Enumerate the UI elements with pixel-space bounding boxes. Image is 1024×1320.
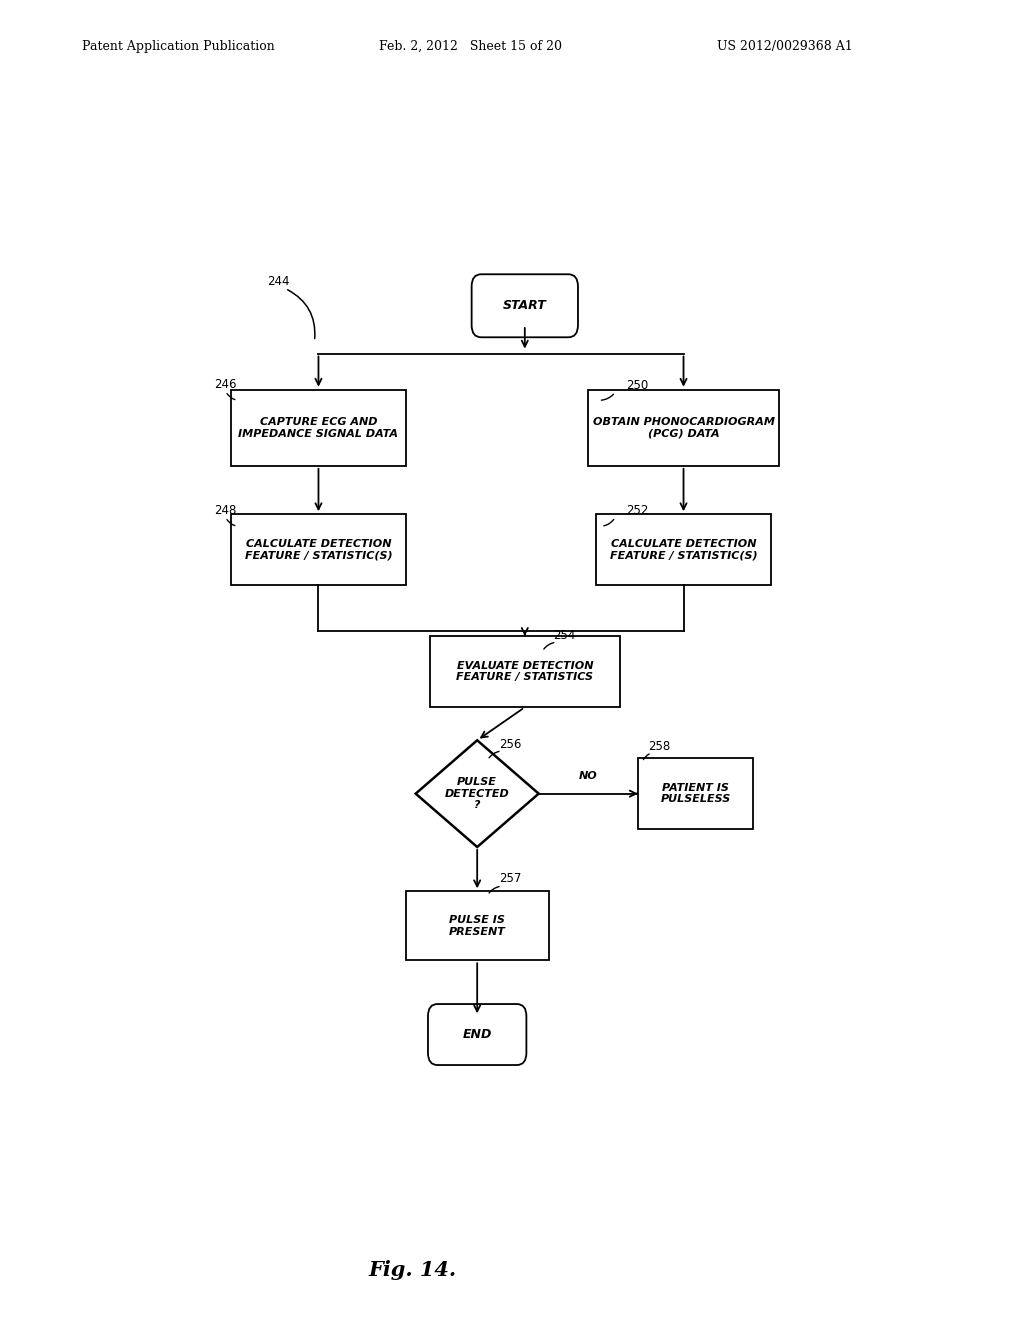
Text: PULSE
DETECTED
?: PULSE DETECTED ?: [444, 777, 510, 810]
Text: 256: 256: [500, 738, 522, 751]
Text: 252: 252: [627, 504, 649, 517]
Text: Fig. 14.: Fig. 14.: [369, 1261, 457, 1280]
Text: PATIENT IS
PULSELESS: PATIENT IS PULSELESS: [660, 783, 730, 804]
Text: 257: 257: [500, 873, 522, 886]
Text: NO: NO: [579, 771, 598, 781]
Polygon shape: [416, 741, 539, 847]
FancyBboxPatch shape: [428, 1005, 526, 1065]
Text: US 2012/0029368 A1: US 2012/0029368 A1: [717, 40, 853, 53]
Text: 246: 246: [214, 378, 237, 391]
Bar: [638, 758, 753, 829]
Text: 244: 244: [267, 276, 290, 289]
Text: END: END: [463, 1028, 492, 1041]
Text: CAPTURE ECG AND
IMPEDANCE SIGNAL DATA: CAPTURE ECG AND IMPEDANCE SIGNAL DATA: [239, 417, 398, 438]
Bar: [406, 891, 549, 961]
Text: 254: 254: [553, 630, 575, 642]
Text: OBTAIN PHONOCARDIOGRAM
(PCG) DATA: OBTAIN PHONOCARDIOGRAM (PCG) DATA: [593, 417, 774, 438]
Text: START: START: [503, 300, 547, 313]
FancyBboxPatch shape: [472, 275, 578, 338]
Bar: [430, 636, 621, 708]
Text: Feb. 2, 2012   Sheet 15 of 20: Feb. 2, 2012 Sheet 15 of 20: [379, 40, 562, 53]
Text: CALCULATE DETECTION
FEATURE / STATISTIC(S): CALCULATE DETECTION FEATURE / STATISTIC(…: [245, 539, 392, 561]
Text: 258: 258: [648, 741, 670, 752]
Bar: [231, 389, 406, 466]
Text: Patent Application Publication: Patent Application Publication: [82, 40, 274, 53]
Bar: [588, 389, 778, 466]
Bar: [596, 515, 771, 585]
Text: EVALUATE DETECTION
FEATURE / STATISTICS: EVALUATE DETECTION FEATURE / STATISTICS: [457, 661, 593, 682]
Text: PULSE IS
PRESENT: PULSE IS PRESENT: [449, 915, 506, 937]
Text: CALCULATE DETECTION
FEATURE / STATISTIC(S): CALCULATE DETECTION FEATURE / STATISTIC(…: [609, 539, 758, 561]
Bar: [231, 515, 406, 585]
Text: 248: 248: [214, 504, 237, 517]
Text: 250: 250: [627, 379, 648, 392]
